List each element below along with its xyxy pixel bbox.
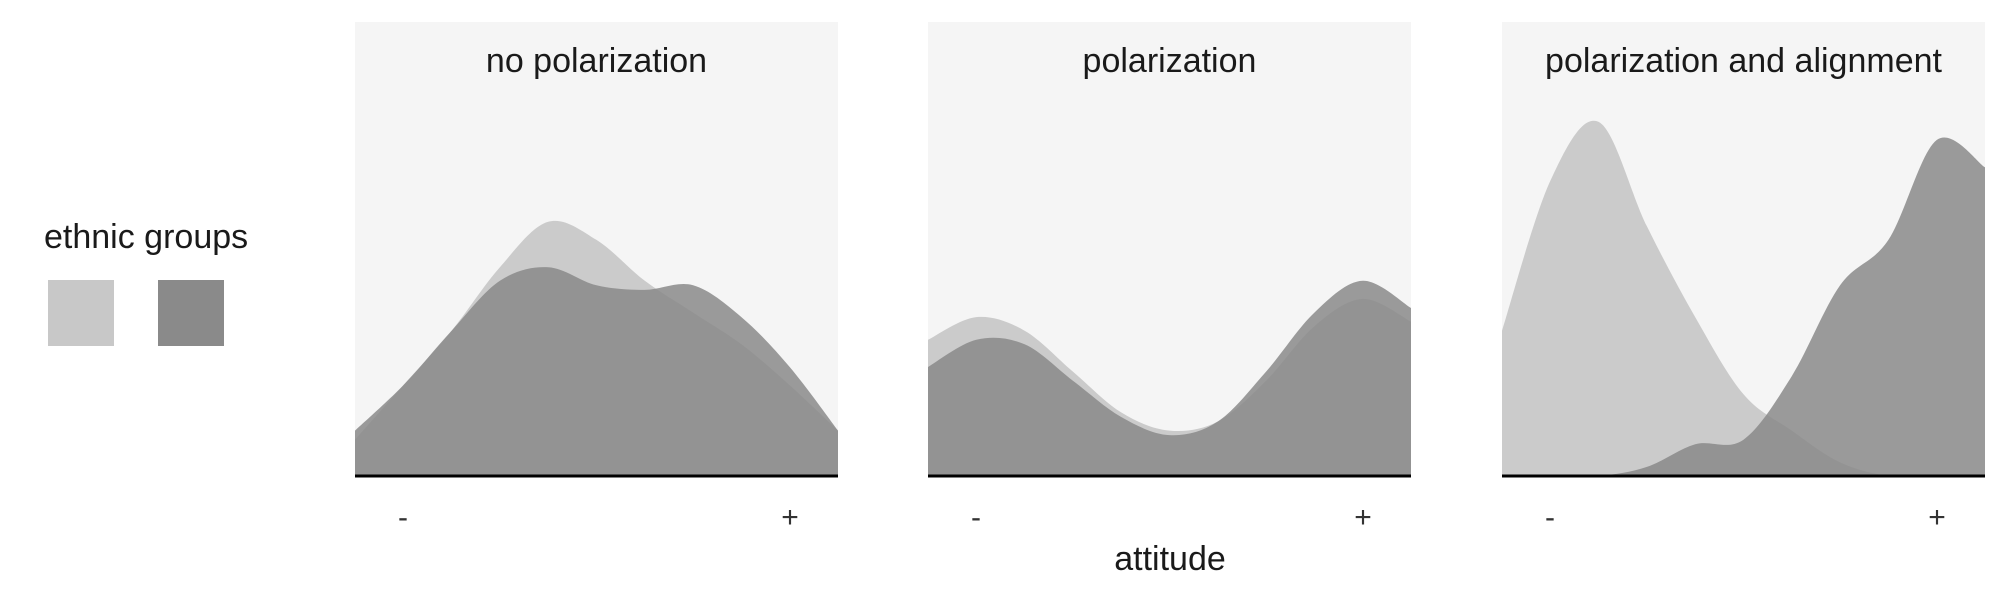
tick-label-plus: + (1928, 501, 1946, 534)
legend-swatch-dark (158, 280, 224, 346)
tick-label-plus: + (1354, 501, 1372, 534)
legend-title: ethnic groups (44, 218, 249, 256)
panel-2: polarization - + (928, 22, 1411, 534)
tick-label-minus: - (971, 501, 981, 534)
density-area-light (1502, 120, 1985, 477)
tick-label-minus: - (398, 501, 408, 534)
density-area-dark (1502, 137, 1985, 477)
legend: ethnic groups (44, 218, 249, 346)
x-axis-label: attitude (1114, 540, 1226, 578)
panel-title: polarization (1083, 42, 1257, 80)
panel-3: polarization and alignment - + (1502, 22, 1985, 534)
tick-label-minus: - (1545, 501, 1555, 534)
legend-swatch-light (48, 280, 114, 346)
panel-title: no polarization (486, 42, 707, 80)
density-area-dark (355, 267, 838, 476)
panel-title: polarization and alignment (1545, 42, 1942, 80)
tick-label-plus: + (781, 501, 799, 534)
density-area-dark (928, 280, 1411, 476)
panel-1: no polarization - + (355, 22, 838, 534)
